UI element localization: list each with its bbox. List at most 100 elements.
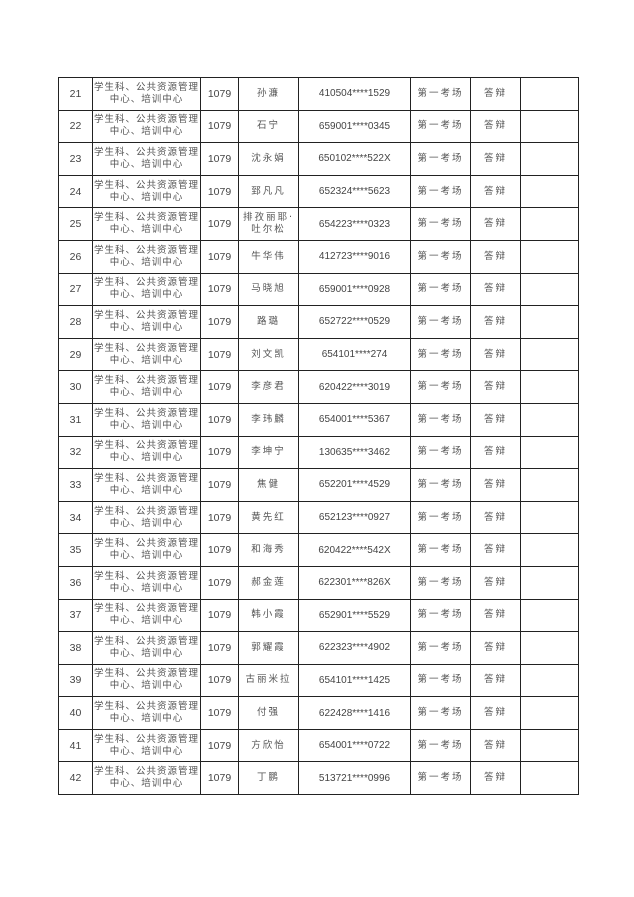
row-number-cell: 30 (58, 370, 93, 404)
exam-room-cell: 第一考场 (410, 207, 471, 241)
candidate-name-cell: 黄先红 (238, 500, 299, 535)
position-code-cell: 1079 (200, 337, 239, 372)
exam-room-cell: 第一考场 (410, 239, 471, 274)
id-number-cell: 654101****1425 (298, 663, 411, 698)
remarks-cell (520, 631, 579, 665)
id-number-cell: 622323****4902 (298, 631, 411, 665)
exam-room-cell: 第一考场 (410, 696, 471, 730)
position-code-cell: 1079 (200, 761, 239, 796)
remarks-cell (520, 109, 579, 144)
candidate-name-cell: 郅凡凡 (238, 174, 299, 209)
exam-room-cell: 第一考场 (410, 402, 471, 437)
exam-room-cell: 第一考场 (410, 598, 471, 633)
position-code-cell: 1079 (200, 305, 239, 339)
candidate-name-cell: 孙濂 (238, 77, 299, 111)
exam-type-cell: 答辩 (470, 500, 521, 535)
position-code-cell: 1079 (200, 239, 239, 274)
candidate-name-cell: 古丽米拉 (238, 663, 299, 698)
row-number-cell: 39 (58, 663, 93, 698)
table-row: 21 学生科、公共资源管理中心、培训中心 1079 孙濂 410504****1529 第… (58, 77, 579, 111)
exam-type-cell: 答辩 (470, 533, 521, 567)
remarks-cell (520, 337, 579, 372)
department-cell: 学生科、公共资源管理中心、培训中心 (92, 565, 201, 600)
candidate-name-cell: 刘文凯 (238, 337, 299, 372)
exam-room-cell: 第一考场 (410, 728, 471, 763)
department-cell: 学生科、公共资源管理中心、培训中心 (92, 370, 201, 404)
exam-type-cell: 答辩 (470, 77, 521, 111)
position-code-cell: 1079 (200, 174, 239, 209)
row-number-cell: 35 (58, 533, 93, 567)
exam-type-cell: 答辩 (470, 565, 521, 600)
candidate-name-cell: 牛华伟 (238, 239, 299, 274)
row-number-cell: 26 (58, 239, 93, 274)
exam-room-cell: 第一考场 (410, 565, 471, 600)
id-number-cell: 622428****1416 (298, 696, 411, 730)
id-number-cell: 652324****5623 (298, 174, 411, 209)
row-number-cell: 33 (58, 468, 93, 502)
position-code-cell: 1079 (200, 435, 239, 470)
exam-room-cell: 第一考场 (410, 77, 471, 111)
exam-type-cell: 答辩 (470, 174, 521, 209)
id-number-cell: 659001****0345 (298, 109, 411, 144)
id-number-cell: 652901****5529 (298, 598, 411, 633)
department-cell: 学生科、公共资源管理中心、培训中心 (92, 761, 201, 796)
position-code-cell: 1079 (200, 565, 239, 600)
remarks-cell (520, 435, 579, 470)
position-code-cell: 1079 (200, 109, 239, 144)
row-number-cell: 40 (58, 696, 93, 730)
row-number-cell: 36 (58, 565, 93, 600)
table-row: 29 学生科、公共资源管理中心、培训中心 1079 刘文凯 654101****274 第… (58, 337, 579, 372)
row-number-cell: 28 (58, 305, 93, 339)
position-code-cell: 1079 (200, 402, 239, 437)
table-row: 41 学生科、公共资源管理中心、培训中心 1079 方欣怡 654001****0722… (58, 728, 579, 763)
id-number-cell: 654223****0323 (298, 207, 411, 241)
exam-room-cell: 第一考场 (410, 272, 471, 307)
department-cell: 学生科、公共资源管理中心、培训中心 (92, 272, 201, 307)
row-number-cell: 22 (58, 109, 93, 144)
table-row: 27 学生科、公共资源管理中心、培训中心 1079 马晓旭 659001****0928… (58, 272, 579, 307)
id-number-cell: 622301****826X (298, 565, 411, 600)
candidate-name-cell: 焦健 (238, 468, 299, 502)
row-number-cell: 21 (58, 77, 93, 111)
row-number-cell: 41 (58, 728, 93, 763)
candidate-name-cell: 李坤宁 (238, 435, 299, 470)
department-cell: 学生科、公共资源管理中心、培训中心 (92, 468, 201, 502)
exam-room-cell: 第一考场 (410, 142, 471, 176)
candidate-name-cell: 路璐 (238, 305, 299, 339)
id-number-cell: 620422****542X (298, 533, 411, 567)
remarks-cell (520, 533, 579, 567)
id-number-cell: 513721****0996 (298, 761, 411, 796)
exam-room-cell: 第一考场 (410, 337, 471, 372)
remarks-cell (520, 598, 579, 633)
exam-type-cell: 答辩 (470, 337, 521, 372)
exam-room-cell: 第一考场 (410, 370, 471, 404)
id-number-cell: 410504****1529 (298, 77, 411, 111)
position-code-cell: 1079 (200, 728, 239, 763)
table-row: 30 学生科、公共资源管理中心、培训中心 1079 李彦君 620422****3019… (58, 370, 579, 404)
remarks-cell (520, 696, 579, 730)
table-row: 23 学生科、公共资源管理中心、培训中心 1079 沈永娟 650102****522X… (58, 142, 579, 176)
id-number-cell: 620422****3019 (298, 370, 411, 404)
position-code-cell: 1079 (200, 500, 239, 535)
candidate-name-cell: 方欣怡 (238, 728, 299, 763)
exam-room-cell: 第一考场 (410, 631, 471, 665)
remarks-cell (520, 142, 579, 176)
row-number-cell: 27 (58, 272, 93, 307)
exam-type-cell: 答辩 (470, 370, 521, 404)
candidate-table: 21 学生科、公共资源管理中心、培训中心 1079 孙濂 410504****1529 第… (58, 77, 579, 796)
position-code-cell: 1079 (200, 696, 239, 730)
exam-room-cell: 第一考场 (410, 663, 471, 698)
exam-room-cell: 第一考场 (410, 500, 471, 535)
exam-room-cell: 第一考场 (410, 305, 471, 339)
remarks-cell (520, 207, 579, 241)
position-code-cell: 1079 (200, 272, 239, 307)
remarks-cell (520, 239, 579, 274)
table-row: 24 学生科、公共资源管理中心、培训中心 1079 郅凡凡 652324****5623… (58, 174, 579, 209)
candidate-name-cell: 马晓旭 (238, 272, 299, 307)
exam-room-cell: 第一考场 (410, 468, 471, 502)
table-row: 31 学生科、公共资源管理中心、培训中心 1079 李玮麟 654001****5367… (58, 402, 579, 437)
id-number-cell: 130635****3462 (298, 435, 411, 470)
remarks-cell (520, 728, 579, 763)
table-row: 22 学生科、公共资源管理中心、培训中心 1079 石宁 659001****0345 第… (58, 109, 579, 144)
department-cell: 学生科、公共资源管理中心、培训中心 (92, 174, 201, 209)
